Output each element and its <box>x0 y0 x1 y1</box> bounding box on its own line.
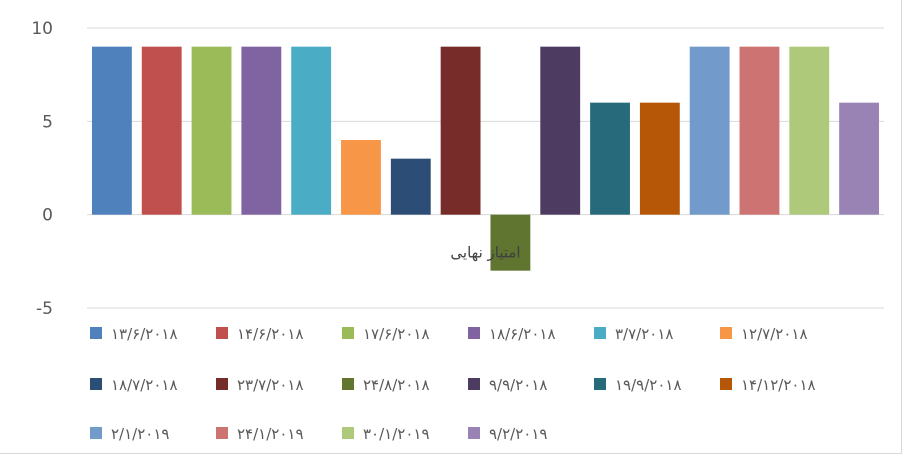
bar <box>490 214 531 271</box>
legend-swatch <box>594 327 606 339</box>
legend-swatch <box>720 327 732 339</box>
legend-swatch <box>594 378 606 390</box>
bar <box>639 102 680 215</box>
legend-label: ۱۸/۷/۲۰۱۸ <box>111 376 178 394</box>
x-axis: امتیاز نهایی <box>450 244 520 262</box>
legend-item: ۲/۱/۲۰۱۹ <box>90 425 169 443</box>
legend-label: ۲/۱/۲۰۱۹ <box>111 425 169 443</box>
legend-item: ۱۸/۶/۲۰۱۸ <box>468 325 556 343</box>
legend-swatch <box>468 427 480 439</box>
y-tick-label: 5 <box>42 112 53 132</box>
bar <box>141 46 182 215</box>
legend-label: ۹/۹/۲۰۱۸ <box>489 376 547 394</box>
legend: ۱۳/۶/۲۰۱۸ ۱۴/۶/۲۰۱۸ ۱۷/۶/۲۰۱۸ ۱۸/۶/۲۰۱۸ ۳/۷/… <box>90 325 816 443</box>
bar <box>540 46 581 215</box>
legend-swatch <box>216 427 228 439</box>
bar <box>590 102 630 215</box>
legend-label: ۱۸/۶/۲۰۱۸ <box>489 325 556 343</box>
legend-label: ۲۳/۷/۲۰۱۸ <box>237 376 304 394</box>
legend-swatch <box>216 378 228 390</box>
legend-label: ۱۹/۹/۲۰۱۸ <box>615 376 682 394</box>
category-label: امتیاز نهایی <box>450 244 520 262</box>
bars <box>91 46 880 271</box>
legend-swatch <box>90 378 102 390</box>
legend-item: ۲۳/۷/۲۰۱۸ <box>216 376 304 394</box>
legend-label: ۳/۷/۲۰۱۸ <box>615 325 673 343</box>
y-tick-label: -5 <box>36 299 53 319</box>
legend-item: ۹/۹/۲۰۱۸ <box>468 376 547 394</box>
legend-item: ۳۰/۱/۲۰۱۹ <box>342 425 430 443</box>
legend-label: ۱۴/۶/۲۰۱۸ <box>237 325 304 343</box>
bar <box>241 46 282 215</box>
bar <box>440 46 481 215</box>
legend-item: ۱۴/۱۲/۲۰۱۸ <box>720 376 816 394</box>
legend-item: ۱۹/۹/۲۰۱۸ <box>594 376 682 394</box>
y-axis: 10 5 0 -5 <box>31 19 53 319</box>
bar <box>341 140 381 215</box>
legend-swatch <box>90 327 102 339</box>
legend-item: ۱۳/۶/۲۰۱۸ <box>90 325 178 343</box>
legend-swatch <box>216 327 228 339</box>
legend-swatch <box>342 427 354 439</box>
legend-item: ۱۲/۷/۲۰۱۸ <box>720 325 808 343</box>
legend-item: ۹/۲/۲۰۱۹ <box>468 425 547 443</box>
legend-item: ۱۴/۶/۲۰۱۸ <box>216 325 304 343</box>
legend-item: ۱۸/۷/۲۰۱۸ <box>90 376 178 394</box>
bar <box>689 46 730 215</box>
legend-label: ۲۴/۱/۲۰۱۹ <box>237 425 304 443</box>
legend-label: ۱۴/۱۲/۲۰۱۸ <box>741 376 816 394</box>
legend-item: ۱۷/۶/۲۰۱۸ <box>342 325 430 343</box>
bar <box>739 46 780 215</box>
legend-label: ۱۳/۶/۲۰۱۸ <box>111 325 178 343</box>
legend-swatch <box>342 378 354 390</box>
legend-item: ۲۴/۸/۲۰۱۸ <box>342 376 430 394</box>
y-tick-label: 10 <box>31 19 53 39</box>
legend-label: ۹/۲/۲۰۱۹ <box>489 425 547 443</box>
bar <box>291 46 332 215</box>
legend-item: ۳/۷/۲۰۱۸ <box>594 325 673 343</box>
bar <box>91 46 132 215</box>
y-tick-label: 0 <box>42 206 53 226</box>
legend-label: ۲۴/۸/۲۰۱۸ <box>363 376 430 394</box>
bar <box>789 46 830 215</box>
legend-label: ۱۷/۶/۲۰۱۸ <box>363 325 430 343</box>
legend-swatch <box>342 327 354 339</box>
bar <box>191 46 232 215</box>
legend-item: ۲۴/۱/۲۰۱۹ <box>216 425 304 443</box>
legend-swatch <box>720 378 732 390</box>
bar <box>839 102 880 215</box>
legend-swatch <box>468 378 480 390</box>
legend-label: ۱۲/۷/۲۰۱۸ <box>741 325 808 343</box>
legend-swatch <box>468 327 480 339</box>
bar <box>390 158 431 215</box>
legend-swatch <box>90 427 102 439</box>
legend-label: ۳۰/۱/۲۰۱۹ <box>363 425 430 443</box>
